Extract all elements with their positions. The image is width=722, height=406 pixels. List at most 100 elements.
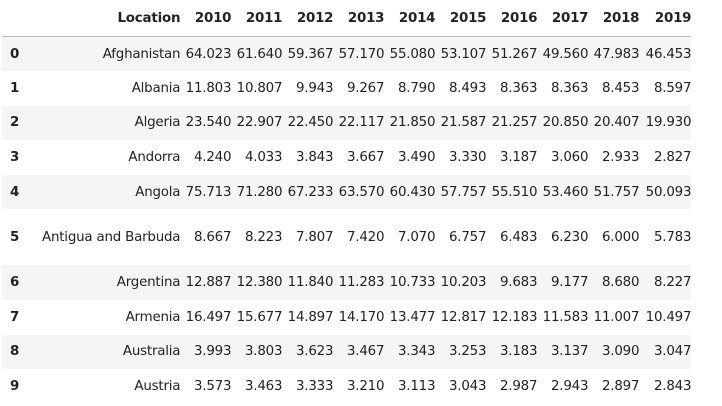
value-cell: 3.137: [550, 344, 589, 360]
location-cell: Algeria: [134, 115, 181, 131]
column-header-year: 2012: [282, 0, 334, 37]
location-cell: Austria: [134, 379, 181, 395]
value-cell: 53.460: [542, 184, 589, 200]
value-cell: 19.930: [645, 115, 692, 131]
value-cell: 3.573: [193, 379, 232, 395]
column-header-year: 2013: [333, 0, 385, 37]
table-body: 0 Afghanistan 64.023 61.640 59.367 57.170 55.0…: [2, 36, 692, 404]
value-cell: 7.070: [397, 229, 436, 245]
value-cell: 3.187: [499, 150, 538, 166]
value-cell: 60.430: [389, 184, 436, 200]
column-header-year: 2019: [639, 0, 692, 37]
value-cell: 22.117: [338, 115, 385, 131]
value-cell: 8.493: [448, 80, 487, 96]
value-cell: 3.333: [295, 379, 334, 395]
value-cell: 10.807: [236, 80, 283, 96]
value-cell: 67.233: [287, 184, 334, 200]
row-index: 8: [10, 344, 20, 360]
table-row: 7 Armenia 16.497 15.677 14.897 14.170 13.477 12…: [2, 300, 692, 335]
value-cell: 3.343: [397, 344, 436, 360]
value-cell: 8.363: [499, 80, 538, 96]
value-cell: 9.943: [295, 80, 334, 96]
value-cell: 3.043: [448, 379, 487, 395]
value-cell: 51.267: [491, 46, 538, 62]
value-cell: 8.680: [601, 275, 640, 291]
location-cell: Afghanistan: [102, 46, 181, 62]
value-cell: 14.897: [287, 309, 334, 325]
row-index: 9: [10, 379, 20, 395]
value-cell: 7.420: [346, 229, 385, 245]
value-cell: 2.897: [601, 379, 640, 395]
value-cell: 11.840: [287, 275, 334, 291]
location-cell: Armenia: [125, 309, 181, 325]
value-cell: 64.023: [185, 46, 232, 62]
column-header-year: 2016: [486, 0, 538, 37]
row-index: 6: [10, 275, 20, 291]
value-cell: 57.757: [440, 184, 487, 200]
value-cell: 57.170: [338, 46, 385, 62]
value-cell: 4.240: [193, 150, 232, 166]
value-cell: 61.640: [236, 46, 283, 62]
value-cell: 3.047: [653, 344, 692, 360]
value-cell: 10.733: [389, 275, 436, 291]
value-cell: 47.983: [593, 46, 640, 62]
value-cell: 8.453: [601, 80, 640, 96]
value-cell: 12.887: [185, 275, 232, 291]
row-index: 3: [10, 150, 20, 166]
value-cell: 63.570: [338, 184, 385, 200]
table-row: 8 Australia 3.993 3.803 3.623 3.467 3.343 3.253…: [2, 334, 692, 370]
value-cell: 22.907: [236, 115, 283, 131]
value-cell: 3.467: [346, 344, 385, 360]
column-header-year: 2014: [384, 0, 436, 37]
table-row: 1 Albania 11.803 10.807 9.943 9.267 8.790 8.493…: [2, 71, 692, 106]
row-index: 1: [10, 80, 20, 96]
value-cell: 11.283: [338, 275, 385, 291]
column-header-year: 2010: [180, 0, 232, 37]
row-index: 7: [10, 309, 20, 325]
value-cell: 75.713: [185, 184, 232, 200]
value-cell: 46.453: [645, 46, 692, 62]
row-index: 2: [10, 115, 20, 131]
value-cell: 13.477: [389, 309, 436, 325]
value-cell: 21.257: [491, 115, 538, 131]
index-header: [2, 0, 42, 37]
column-header-year: 2017: [537, 0, 589, 37]
value-cell: 9.177: [550, 275, 589, 291]
location-cell: Argentina: [116, 275, 181, 291]
table-row: 3 Andorra 4.240 4.033 3.843 3.667 3.490 3.330 3.…: [2, 140, 692, 175]
value-cell: 6.757: [448, 229, 487, 245]
value-cell: 10.203: [440, 275, 487, 291]
value-cell: 3.253: [448, 344, 487, 360]
dataframe-table: Location 2010 2011 2012 2013 2014 2015 2016 2017…: [2, 0, 692, 404]
location-cell: Albania: [131, 80, 181, 96]
value-cell: 6.230: [550, 229, 589, 245]
value-cell: 51.757: [593, 184, 640, 200]
value-cell: 20.407: [593, 115, 640, 131]
value-cell: 3.060: [550, 150, 589, 166]
value-cell: 9.683: [499, 275, 538, 291]
value-cell: 8.790: [397, 80, 436, 96]
value-cell: 3.210: [346, 379, 385, 395]
column-header-year: 2015: [435, 0, 487, 37]
value-cell: 3.667: [346, 150, 385, 166]
value-cell: 21.587: [440, 115, 487, 131]
value-cell: 4.033: [244, 150, 283, 166]
header-row: Location 2010 2011 2012 2013 2014 2015 2016 2017…: [2, 0, 692, 37]
value-cell: 16.497: [185, 309, 232, 325]
value-cell: 3.113: [397, 379, 436, 395]
value-cell: 12.380: [236, 275, 283, 291]
table-row: 4 Angola 75.713 71.280 67.233 63.570 60.430 57.…: [2, 174, 692, 210]
value-cell: 15.677: [236, 309, 283, 325]
value-cell: 22.450: [287, 115, 334, 131]
value-cell: 6.483: [499, 229, 538, 245]
location-cell: Angola: [135, 184, 181, 200]
row-index: 0: [10, 46, 20, 62]
value-cell: 3.843: [295, 150, 334, 166]
column-header-year: 2018: [588, 0, 640, 37]
table-row: 0 Afghanistan 64.023 61.640 59.367 57.170 55.0…: [2, 36, 692, 72]
value-cell: 71.280: [236, 184, 283, 200]
value-cell: 8.597: [653, 80, 692, 96]
value-cell: 5.783: [653, 229, 692, 245]
row-index: 4: [10, 184, 20, 200]
